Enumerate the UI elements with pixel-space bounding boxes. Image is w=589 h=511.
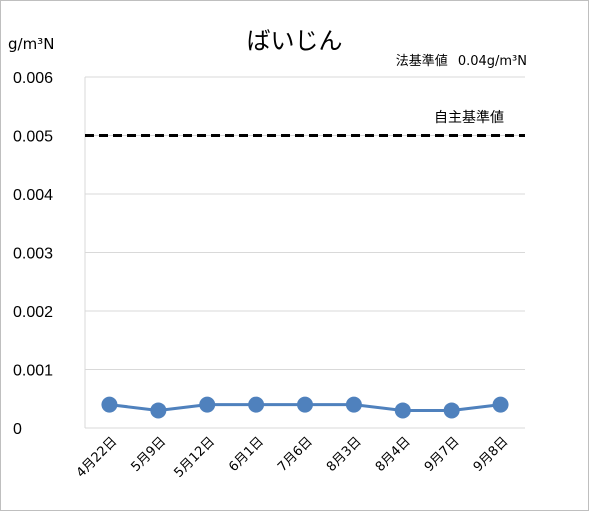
legal-standard-value: 0.04g/m³N xyxy=(457,54,527,69)
x-tick-label: 7月6日 xyxy=(275,434,316,475)
legal-standard-label: 法基準値 xyxy=(395,54,448,69)
data-point xyxy=(297,396,313,413)
data-point xyxy=(492,396,509,413)
x-tick-label: 8月4日 xyxy=(373,434,414,475)
data-point xyxy=(199,396,216,413)
y-tick-label: 0 xyxy=(13,421,22,438)
y-tick-label: 0.006 xyxy=(13,70,53,87)
x-tick-label: 6月1日 xyxy=(226,434,267,475)
y-tick-label: 0.001 xyxy=(13,363,53,380)
x-tick-label: 9月8日 xyxy=(471,434,512,475)
data-point xyxy=(394,402,411,419)
gridlines xyxy=(85,76,525,370)
x-tick-label: 8月3日 xyxy=(324,434,365,475)
series xyxy=(101,396,509,419)
x-axis-ticks: 4月22日 5月9日 5月12日 6月1日 7月6日 8月3日 8月4日 9月7日 9月8日 xyxy=(74,434,512,481)
x-tick-label: 9月7日 xyxy=(422,434,463,475)
x-tick-label: 5月12日 xyxy=(172,434,219,481)
data-point xyxy=(150,402,167,419)
legal-standard-annotation: 法基準値 0.04g/m³N xyxy=(396,55,527,68)
data-point xyxy=(101,396,118,413)
data-point xyxy=(345,396,362,413)
chart-title: ばいじん xyxy=(246,27,343,55)
data-point xyxy=(443,402,460,419)
y-tick-label: 0.003 xyxy=(13,246,53,263)
x-tick-label: 4月22日 xyxy=(74,434,121,481)
voluntary-standard-label: 自主基準値 xyxy=(434,110,504,126)
y-tick-label: 0.005 xyxy=(13,129,53,146)
y-axis-ticks: 0 0.001 0.002 0.003 0.004 0.005 0.006 xyxy=(13,70,53,438)
y-axis-unit-label: g/m³N xyxy=(8,35,55,53)
data-point xyxy=(248,396,265,413)
y-tick-label: 0.002 xyxy=(13,304,53,321)
y-tick-label: 0.004 xyxy=(13,187,53,204)
x-tick-label: 5月9日 xyxy=(128,434,169,475)
